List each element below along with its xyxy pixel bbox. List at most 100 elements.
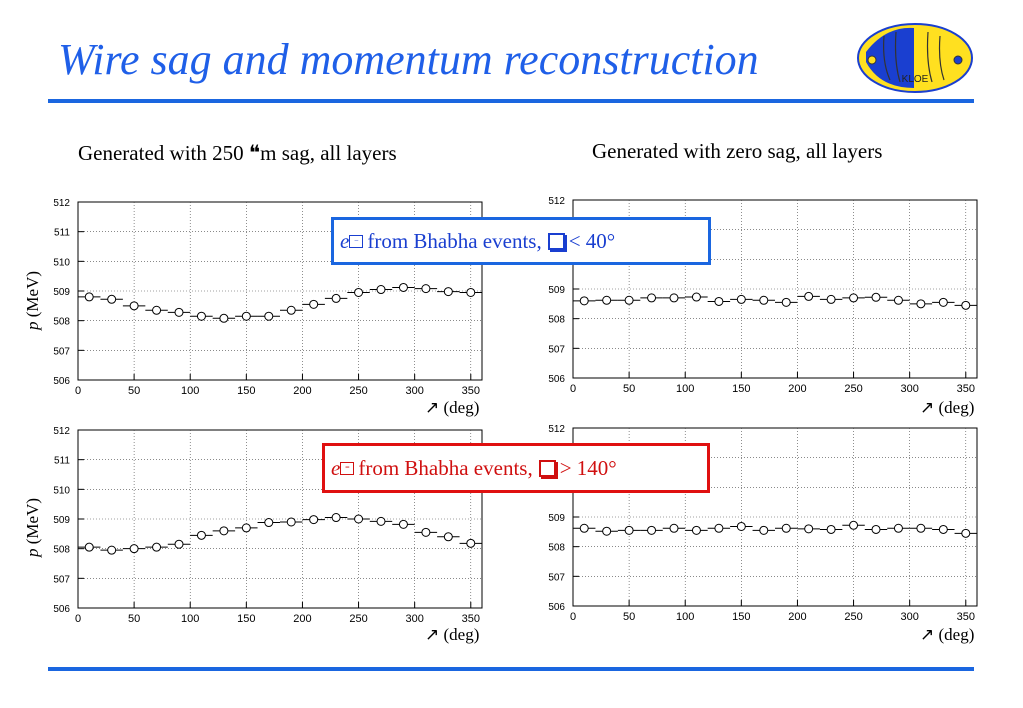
x-tick-label: 200 [788, 611, 806, 623]
x-tick-label: 300 [405, 385, 423, 397]
y-axis-unit: (MeV) [23, 270, 42, 322]
data-point [714, 523, 724, 533]
data-point [647, 525, 657, 535]
box-text: from Bhabha events, [367, 228, 542, 253]
y-axis-label-top-left: p (MeV) [23, 271, 43, 330]
data-point [129, 301, 139, 311]
data-point [938, 524, 948, 534]
data-point [691, 292, 701, 302]
data-point [647, 293, 657, 303]
y-tick-label: 510 [53, 485, 70, 496]
data-point [174, 307, 184, 317]
data-point [804, 291, 814, 301]
phi-symbol: ↗ [425, 398, 440, 417]
y-tick-label: 511 [54, 228, 70, 239]
x-tick-label: 300 [900, 611, 918, 623]
data-point [286, 305, 296, 315]
y-tick-label: 508 [53, 545, 70, 556]
y-axis-label-bottom-left: p (MeV) [23, 498, 43, 557]
data-point [84, 542, 94, 552]
data-point [602, 295, 612, 305]
x-tick-label: 350 [462, 385, 480, 397]
data-point [421, 284, 431, 294]
caption-right: Generated with zero sag, all layers [592, 139, 883, 163]
data-point [849, 520, 859, 530]
charge-glyph-icon: = [340, 461, 355, 475]
data-point [893, 295, 903, 305]
data-point [736, 521, 746, 531]
data-point [196, 530, 206, 540]
data-point [309, 299, 319, 309]
data-point [736, 294, 746, 304]
data-point [219, 313, 229, 323]
data-point [152, 305, 162, 315]
data-point [376, 285, 386, 295]
bottom-rule [48, 667, 974, 671]
theta-glyph-icon [538, 459, 556, 477]
x-tick-label: 200 [788, 383, 806, 395]
x-tick-label: 50 [623, 383, 635, 395]
x-axis-label-top-left: ↗ (deg) [425, 398, 479, 418]
y-tick-label: 506 [548, 374, 565, 385]
x-tick-label: 250 [844, 611, 862, 623]
box-condition: > 140° [559, 455, 617, 480]
data-point [398, 519, 408, 529]
y-tick-label: 507 [53, 346, 70, 357]
y-tick-label: 512 [53, 198, 70, 209]
backward-electron-box: e = from Bhabha events, > 140° [322, 443, 710, 493]
x-axis-label-bottom-left: ↗ (deg) [425, 625, 479, 645]
data-point [241, 523, 251, 533]
y-tick-label: 509 [53, 287, 70, 298]
x-tick-label: 100 [676, 611, 694, 623]
top-rule [48, 99, 974, 103]
phi-symbol: ↗ [920, 398, 935, 417]
data-point [691, 525, 701, 535]
data-point [916, 523, 926, 533]
data-point [759, 295, 769, 305]
box-text: from Bhabha events, [358, 455, 533, 480]
y-tick-label: 506 [548, 602, 565, 613]
data-point [421, 527, 431, 537]
y-tick-label: 509 [548, 513, 565, 524]
data-point [443, 287, 453, 297]
x-tick-label: 200 [293, 385, 311, 397]
data-point [107, 294, 117, 304]
y-tick-label: 506 [53, 604, 70, 615]
data-point [961, 528, 971, 538]
caption-left: Generated with 250 ❝m sag, all layers [78, 141, 397, 165]
data-point [354, 514, 364, 524]
data-point [264, 518, 274, 528]
x-tick-label: 300 [405, 613, 423, 625]
data-point [849, 293, 859, 303]
x-tick-label: 50 [128, 385, 140, 397]
data-point [331, 293, 341, 303]
y-tick-label: 507 [548, 344, 565, 355]
data-point [466, 538, 476, 548]
x-tick-label: 150 [732, 611, 750, 623]
data-point [354, 287, 364, 297]
x-axis-label-bottom-right: ↗ (deg) [920, 625, 974, 645]
kloe-logo: KLOE [857, 23, 973, 93]
particle-symbol: e [331, 455, 341, 480]
x-tick-label: 0 [75, 613, 81, 625]
box-condition: < 40° [568, 228, 616, 253]
y-tick-label: 512 [53, 426, 70, 437]
y-tick-label: 512 [548, 424, 565, 435]
data-point [871, 524, 881, 534]
x-tick-label: 250 [349, 385, 367, 397]
x-tick-label: 50 [623, 611, 635, 623]
y-axis-symbol: p [23, 321, 42, 331]
data-point [893, 523, 903, 533]
y-tick-label: 507 [548, 572, 565, 583]
data-point [804, 524, 814, 534]
x-tick-label: 150 [732, 383, 750, 395]
x-axis-label-top-right: ↗ (deg) [920, 398, 974, 418]
data-point [107, 545, 117, 555]
y-tick-label: 508 [548, 315, 565, 326]
x-axis-unit: (deg) [934, 398, 975, 417]
data-point [871, 292, 881, 302]
x-tick-label: 100 [181, 385, 199, 397]
data-point [714, 296, 724, 306]
data-point [826, 524, 836, 534]
data-point [759, 525, 769, 535]
